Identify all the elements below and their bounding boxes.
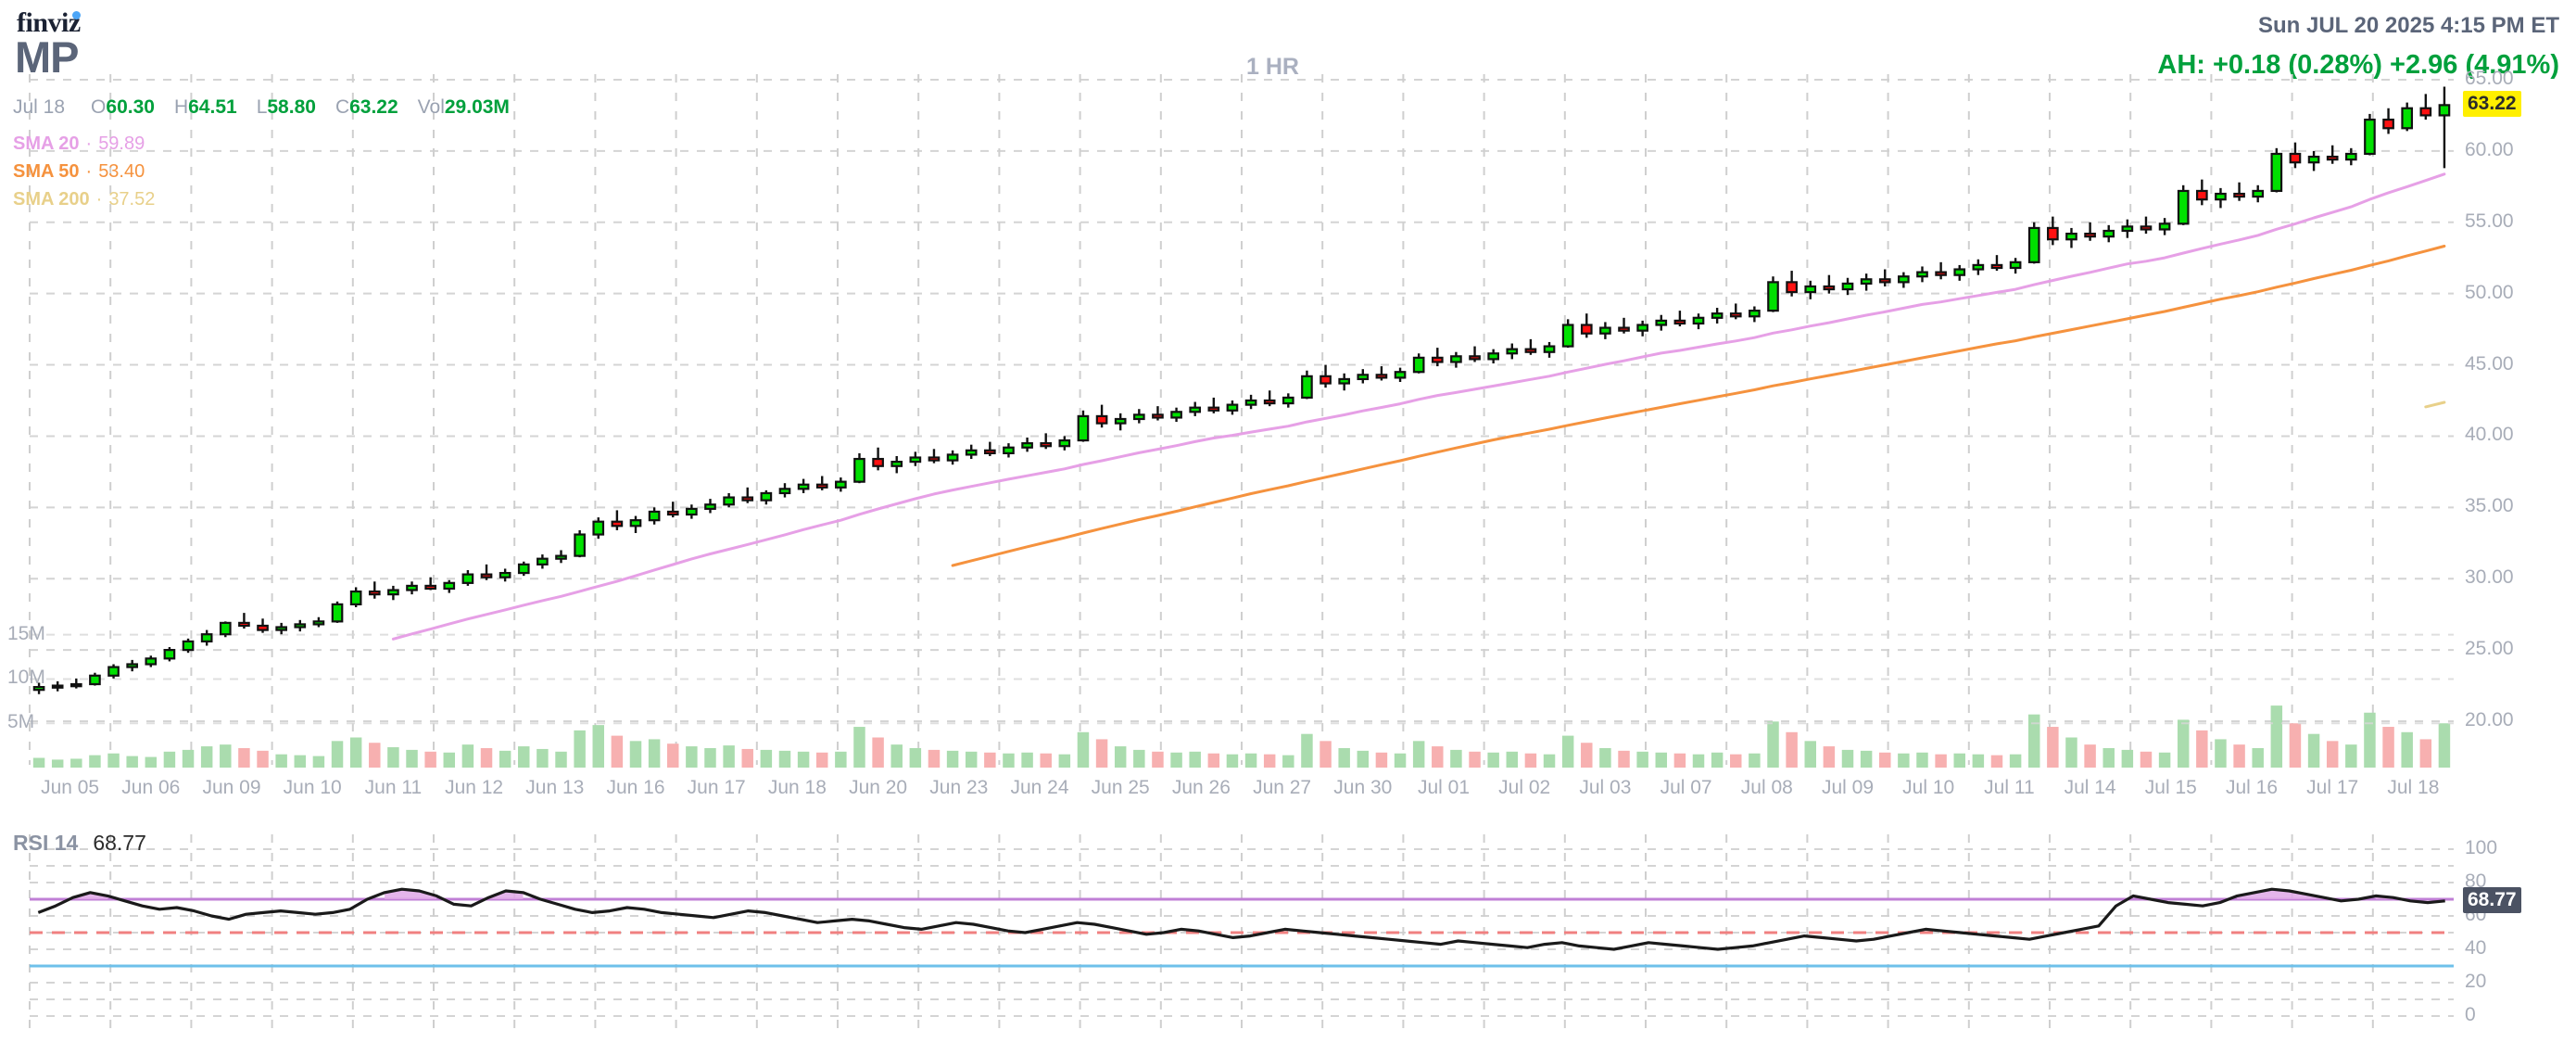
sma-50-name: SMA 50: [13, 161, 80, 182]
volume-tick-5M: 5M: [7, 711, 35, 733]
date-tick: Jun 27: [1253, 777, 1312, 798]
rsi-tick-40: 40: [2465, 937, 2487, 959]
sma-200-value: 37.52: [108, 189, 156, 210]
ohlc-open-label: O: [91, 96, 107, 118]
rsi-legend-value: 68.77: [93, 831, 146, 855]
finviz-logo-dot: [72, 11, 81, 19]
price-tick-50-00: 50.00: [2465, 281, 2514, 303]
date-tick: Jul 17: [2306, 777, 2359, 798]
date-tick: Jun 17: [687, 777, 746, 798]
date-tick: Jul 15: [2144, 777, 2197, 798]
sma-20-value: 59.89: [98, 133, 145, 154]
ohlc-close-value: 63.22: [349, 96, 398, 118]
ohlc-high-value: 64.51: [188, 96, 237, 118]
date-tick: Jun 30: [1333, 777, 1393, 798]
sma-200-legend[interactable]: SMA 200 · 37.52: [13, 189, 155, 210]
sma-20-legend[interactable]: SMA 20 · 59.89: [13, 133, 145, 155]
date-tick: Jun 09: [202, 777, 261, 798]
current-price-badge: 63.22: [2463, 91, 2521, 118]
rsi-chart-panel[interactable]: [0, 834, 2456, 1029]
rsi-tick-20: 20: [2465, 971, 2487, 992]
chart-header: finviz MP 1 HR Sun JUL 20 2025 4:15 PM E…: [0, 0, 2576, 89]
ohlc-date: Jul 18: [13, 96, 66, 118]
ohlc-open-value: 60.30: [106, 96, 155, 118]
date-tick: Jul 02: [1498, 777, 1551, 798]
price-chart-panel[interactable]: [0, 74, 2456, 769]
sma-50-legend[interactable]: SMA 50 · 53.40: [13, 161, 145, 183]
ohlc-close-label: C: [335, 96, 350, 118]
price-axis: 20.00 25.00 30.00 35.00 40.00 45.00 50.00 55.00…: [2459, 68, 2576, 769]
date-tick: Jun 16: [606, 777, 665, 798]
date-tick: Jun 11: [364, 777, 423, 798]
quote-change: AH: +0.18 (0.28%) +2.96 (4.91%): [2157, 50, 2559, 80]
date-tick: Jul 16: [2225, 777, 2279, 798]
price-tick-25-00: 25.00: [2465, 638, 2514, 660]
date-tick: Jun 12: [445, 777, 504, 798]
market-datetime: Sun JUL 20 2025 4:15 PM ET: [2257, 13, 2559, 38]
rsi-chart-svg[interactable]: [0, 834, 2456, 1029]
date-tick: Jul 11: [1984, 777, 2035, 798]
date-tick: Jul 07: [1660, 777, 1712, 798]
date-tick: Jul 08: [1740, 777, 1793, 798]
rsi-axis: 0 20 40 60 80 100 68.77: [2459, 825, 2576, 1038]
date-tick: Jun 10: [283, 777, 342, 798]
rsi-value-badge: 68.77: [2463, 887, 2521, 914]
rsi-legend-name: RSI 14: [13, 831, 79, 855]
price-tick-20-00: 20.00: [2465, 709, 2514, 731]
ohlc-volume-value: 29.03M: [444, 96, 510, 118]
price-tick-55-00: 55.00: [2465, 210, 2514, 232]
price-tick-40-00: 40.00: [2465, 424, 2514, 446]
ohlc-low-value: 58.80: [267, 96, 316, 118]
date-tick: Jun 25: [1091, 777, 1150, 798]
ohlc-volume-label: Vol: [417, 96, 445, 118]
sma-20-sep: ·: [85, 133, 93, 154]
date-tick: Jun 18: [767, 777, 827, 798]
price-tick-45-00: 45.00: [2465, 352, 2514, 375]
price-chart-svg[interactable]: [0, 74, 2456, 769]
date-tick: Jun 06: [121, 777, 181, 798]
rsi-tick-100: 100: [2465, 837, 2498, 858]
rsi-tick-80: 80: [2465, 870, 2487, 892]
date-tick: Jul 18: [2387, 777, 2440, 798]
ohlc-legend: Jul 18 O60.30 H64.51 L58.80 C63.22 Vol29.03M: [13, 96, 529, 119]
finviz-logo[interactable]: finviz: [17, 7, 81, 38]
ticker-symbol: MP: [15, 32, 79, 82]
date-tick: Jun 26: [1171, 777, 1231, 798]
sma-200-name: SMA 200: [13, 189, 90, 210]
ohlc-high-label: H: [173, 96, 189, 118]
sma-50-value: 53.40: [98, 161, 145, 182]
rsi-legend: RSI 14 68.77: [13, 831, 146, 856]
date-tick: Jul 09: [1821, 777, 1875, 798]
date-tick: Jul 14: [2064, 777, 2116, 798]
date-tick: Jun 24: [1010, 777, 1069, 798]
date-tick: Jun 20: [849, 777, 908, 798]
timeframe-label[interactable]: 1 HR: [1246, 54, 1299, 80]
date-tick: Jun 23: [929, 777, 989, 798]
date-tick: Jul 03: [1579, 777, 1632, 798]
volume-tick-15M: 15M: [7, 622, 45, 644]
sma-50-sep: ·: [85, 161, 93, 182]
sma-20-name: SMA 20: [13, 133, 80, 154]
date-tick: Jun 05: [41, 777, 100, 798]
volume-tick-10M: 10M: [7, 667, 45, 689]
sma-200-sep: ·: [95, 189, 103, 210]
price-tick-65-00: 65.00: [2465, 68, 2514, 89]
date-tick: Jul 10: [1902, 777, 1955, 798]
price-tick-30-00: 30.00: [2465, 566, 2514, 589]
date-tick: Jul 01: [1417, 777, 1471, 798]
price-tick-60-00: 60.00: [2465, 138, 2514, 160]
price-tick-35-00: 35.00: [2465, 495, 2514, 517]
rsi-tick-0: 0: [2465, 1004, 2476, 1025]
ohlc-low-label: L: [256, 96, 268, 118]
date-tick: Jun 13: [525, 777, 585, 798]
